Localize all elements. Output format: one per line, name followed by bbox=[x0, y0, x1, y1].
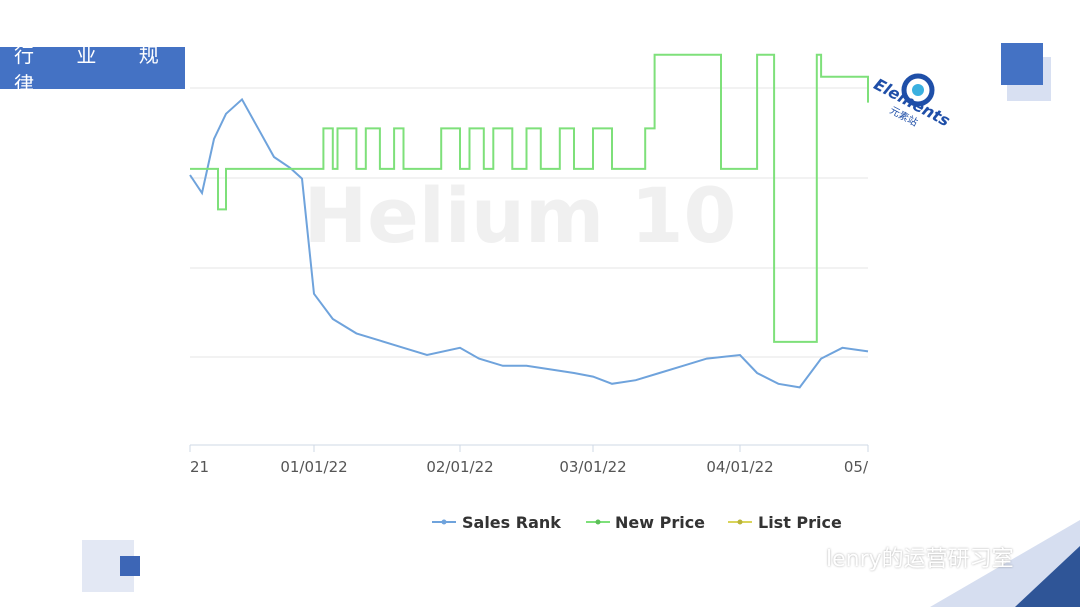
chart-background-watermark: Helium 10 bbox=[304, 171, 737, 260]
section-title-text: 行 业 规 律 bbox=[14, 43, 177, 96]
legend-item-new-price[interactable]: New Price bbox=[586, 513, 705, 532]
wechat-watermark: lenry的运营研习室 bbox=[790, 540, 1014, 574]
grid-lines bbox=[190, 87, 868, 446]
x-tick-label: 02/01/22 bbox=[426, 458, 493, 476]
x-tick-label: 04/01/22 bbox=[706, 458, 773, 476]
legend-item-sales-rank[interactable]: Sales Rank bbox=[432, 513, 561, 532]
wechat-watermark-text: lenry的运营研习室 bbox=[826, 547, 1014, 572]
x-tick-label: 03/01/22 bbox=[559, 458, 626, 476]
section-title: 行 业 规 律 bbox=[0, 43, 185, 96]
elements-logo: Elements 元素站 bbox=[871, 73, 953, 130]
legend-label-new-price: New Price bbox=[615, 513, 705, 532]
decor-triangle-bottom-right bbox=[1015, 546, 1080, 607]
x-tick-label: 05/ bbox=[844, 458, 869, 476]
legend-item-list-price[interactable]: List Price bbox=[728, 513, 842, 532]
legend: Sales Rank New Price List Price bbox=[432, 513, 842, 532]
decor-square-top-right bbox=[1001, 43, 1043, 85]
wechat-icon bbox=[790, 545, 820, 568]
x-axis: 21 01/01/22 02/01/22 03/01/22 04/01/22 05/ bbox=[189, 445, 869, 476]
legend-label-sales-rank: Sales Rank bbox=[462, 513, 561, 532]
series-line-new-price bbox=[190, 53, 869, 343]
decor-square-bottom-left bbox=[120, 556, 140, 576]
x-tick-label: 21 bbox=[190, 458, 209, 476]
legend-label-list-price: List Price bbox=[758, 513, 842, 532]
x-tick-label: 01/01/22 bbox=[280, 458, 347, 476]
series-line-sales-rank bbox=[189, 97, 869, 389]
